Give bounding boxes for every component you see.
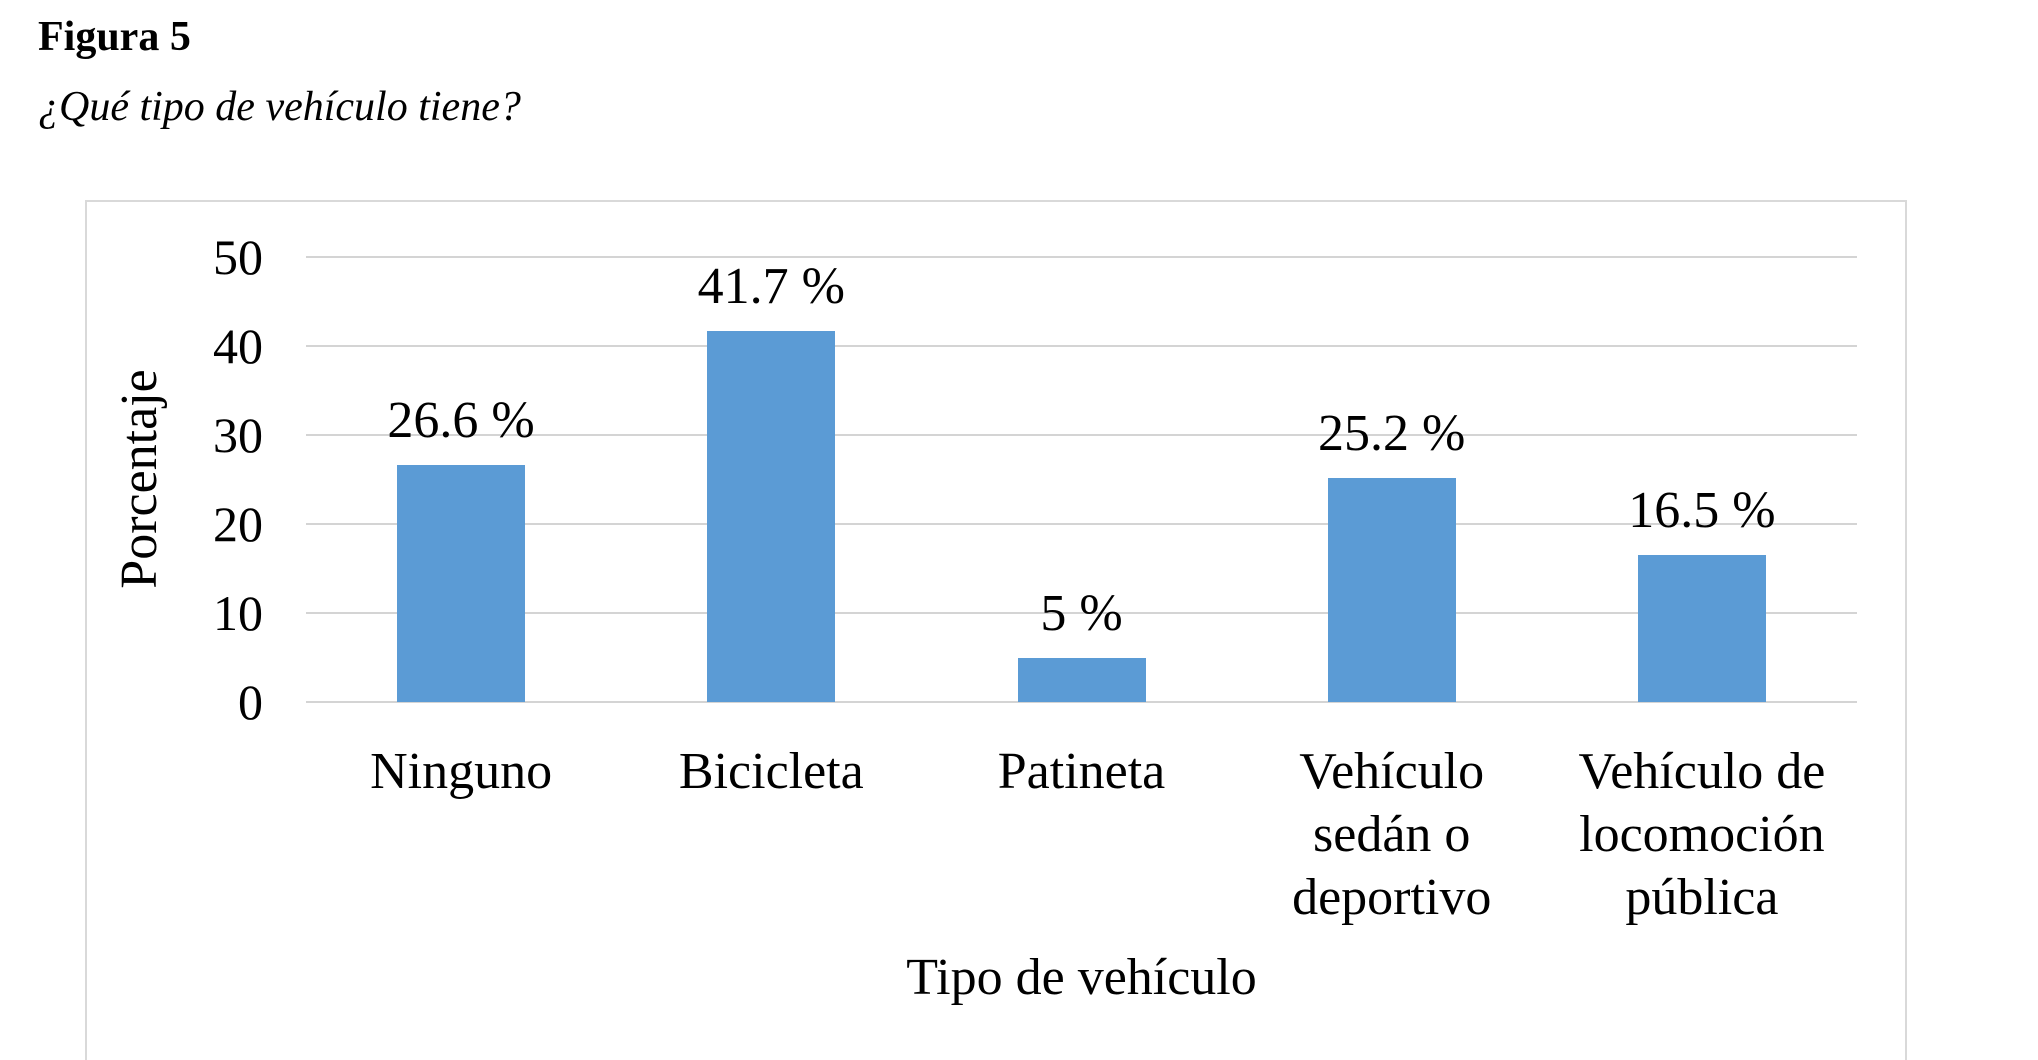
x-axis-title: Tipo de vehículo	[906, 949, 1257, 1006]
y-tick-label: 30	[213, 407, 263, 463]
category-label-line: pública	[1625, 869, 1779, 926]
y-tick-label: 0	[238, 674, 263, 730]
bar-value-label: 16.5 %	[1628, 482, 1776, 540]
category-label-line: Patineta	[997, 743, 1166, 800]
bar	[1017, 657, 1146, 702]
bar-value-label: 5 %	[1040, 584, 1123, 642]
category-label-line: Bicicleta	[678, 743, 864, 800]
y-tick-label: 40	[213, 318, 263, 374]
x-axis-category-labels: Ninguno Bicicleta Patineta Vehículo sedán o d…	[306, 740, 1857, 929]
bar	[1327, 477, 1456, 702]
category-label-line: Vehículo	[1299, 743, 1485, 800]
gridline	[306, 345, 1857, 347]
bar-value-label: 41.7 %	[697, 257, 845, 315]
category-label-line: deportivo	[1292, 869, 1492, 926]
bar	[707, 330, 836, 702]
bar-value-label: 25.2 %	[1318, 404, 1466, 462]
gridline	[306, 701, 1857, 703]
gridline	[306, 434, 1857, 436]
category-label: Vehículo de locomoción pública	[1547, 740, 1857, 929]
figure-caption: ¿Qué tipo de vehículo tiene?	[38, 84, 521, 130]
bar	[397, 465, 526, 702]
gridline	[306, 612, 1857, 614]
plot-area: 26.6 % 41.7 % 5 % 25.2 % 16.5 %	[306, 256, 1857, 703]
gridline	[306, 256, 1857, 258]
figure-label: Figura 5	[38, 14, 191, 60]
y-tick-label: 50	[213, 229, 263, 285]
category-label-line: Vehículo de	[1578, 743, 1826, 800]
y-axis-title: Porcentaje	[111, 369, 168, 589]
y-tick-label: 10	[213, 585, 263, 641]
bar	[1637, 555, 1766, 702]
category-label: Bicicleta	[616, 740, 926, 929]
bar-chart: Porcentaje 26.6 % 41.7 % 5 % 25.2 % 16.5 % N…	[85, 200, 1907, 1060]
category-label-line: sedán o	[1313, 806, 1471, 863]
category-label: Patineta	[926, 740, 1236, 929]
category-label-line: locomoción	[1579, 806, 1825, 863]
y-tick-label: 20	[213, 496, 263, 552]
category-label-line: Ninguno	[370, 743, 553, 800]
bar-value-label: 26.6 %	[387, 392, 535, 450]
gridline	[306, 523, 1857, 525]
category-label: Vehículo sedán o deportivo	[1237, 740, 1547, 929]
category-label: Ninguno	[306, 740, 616, 929]
